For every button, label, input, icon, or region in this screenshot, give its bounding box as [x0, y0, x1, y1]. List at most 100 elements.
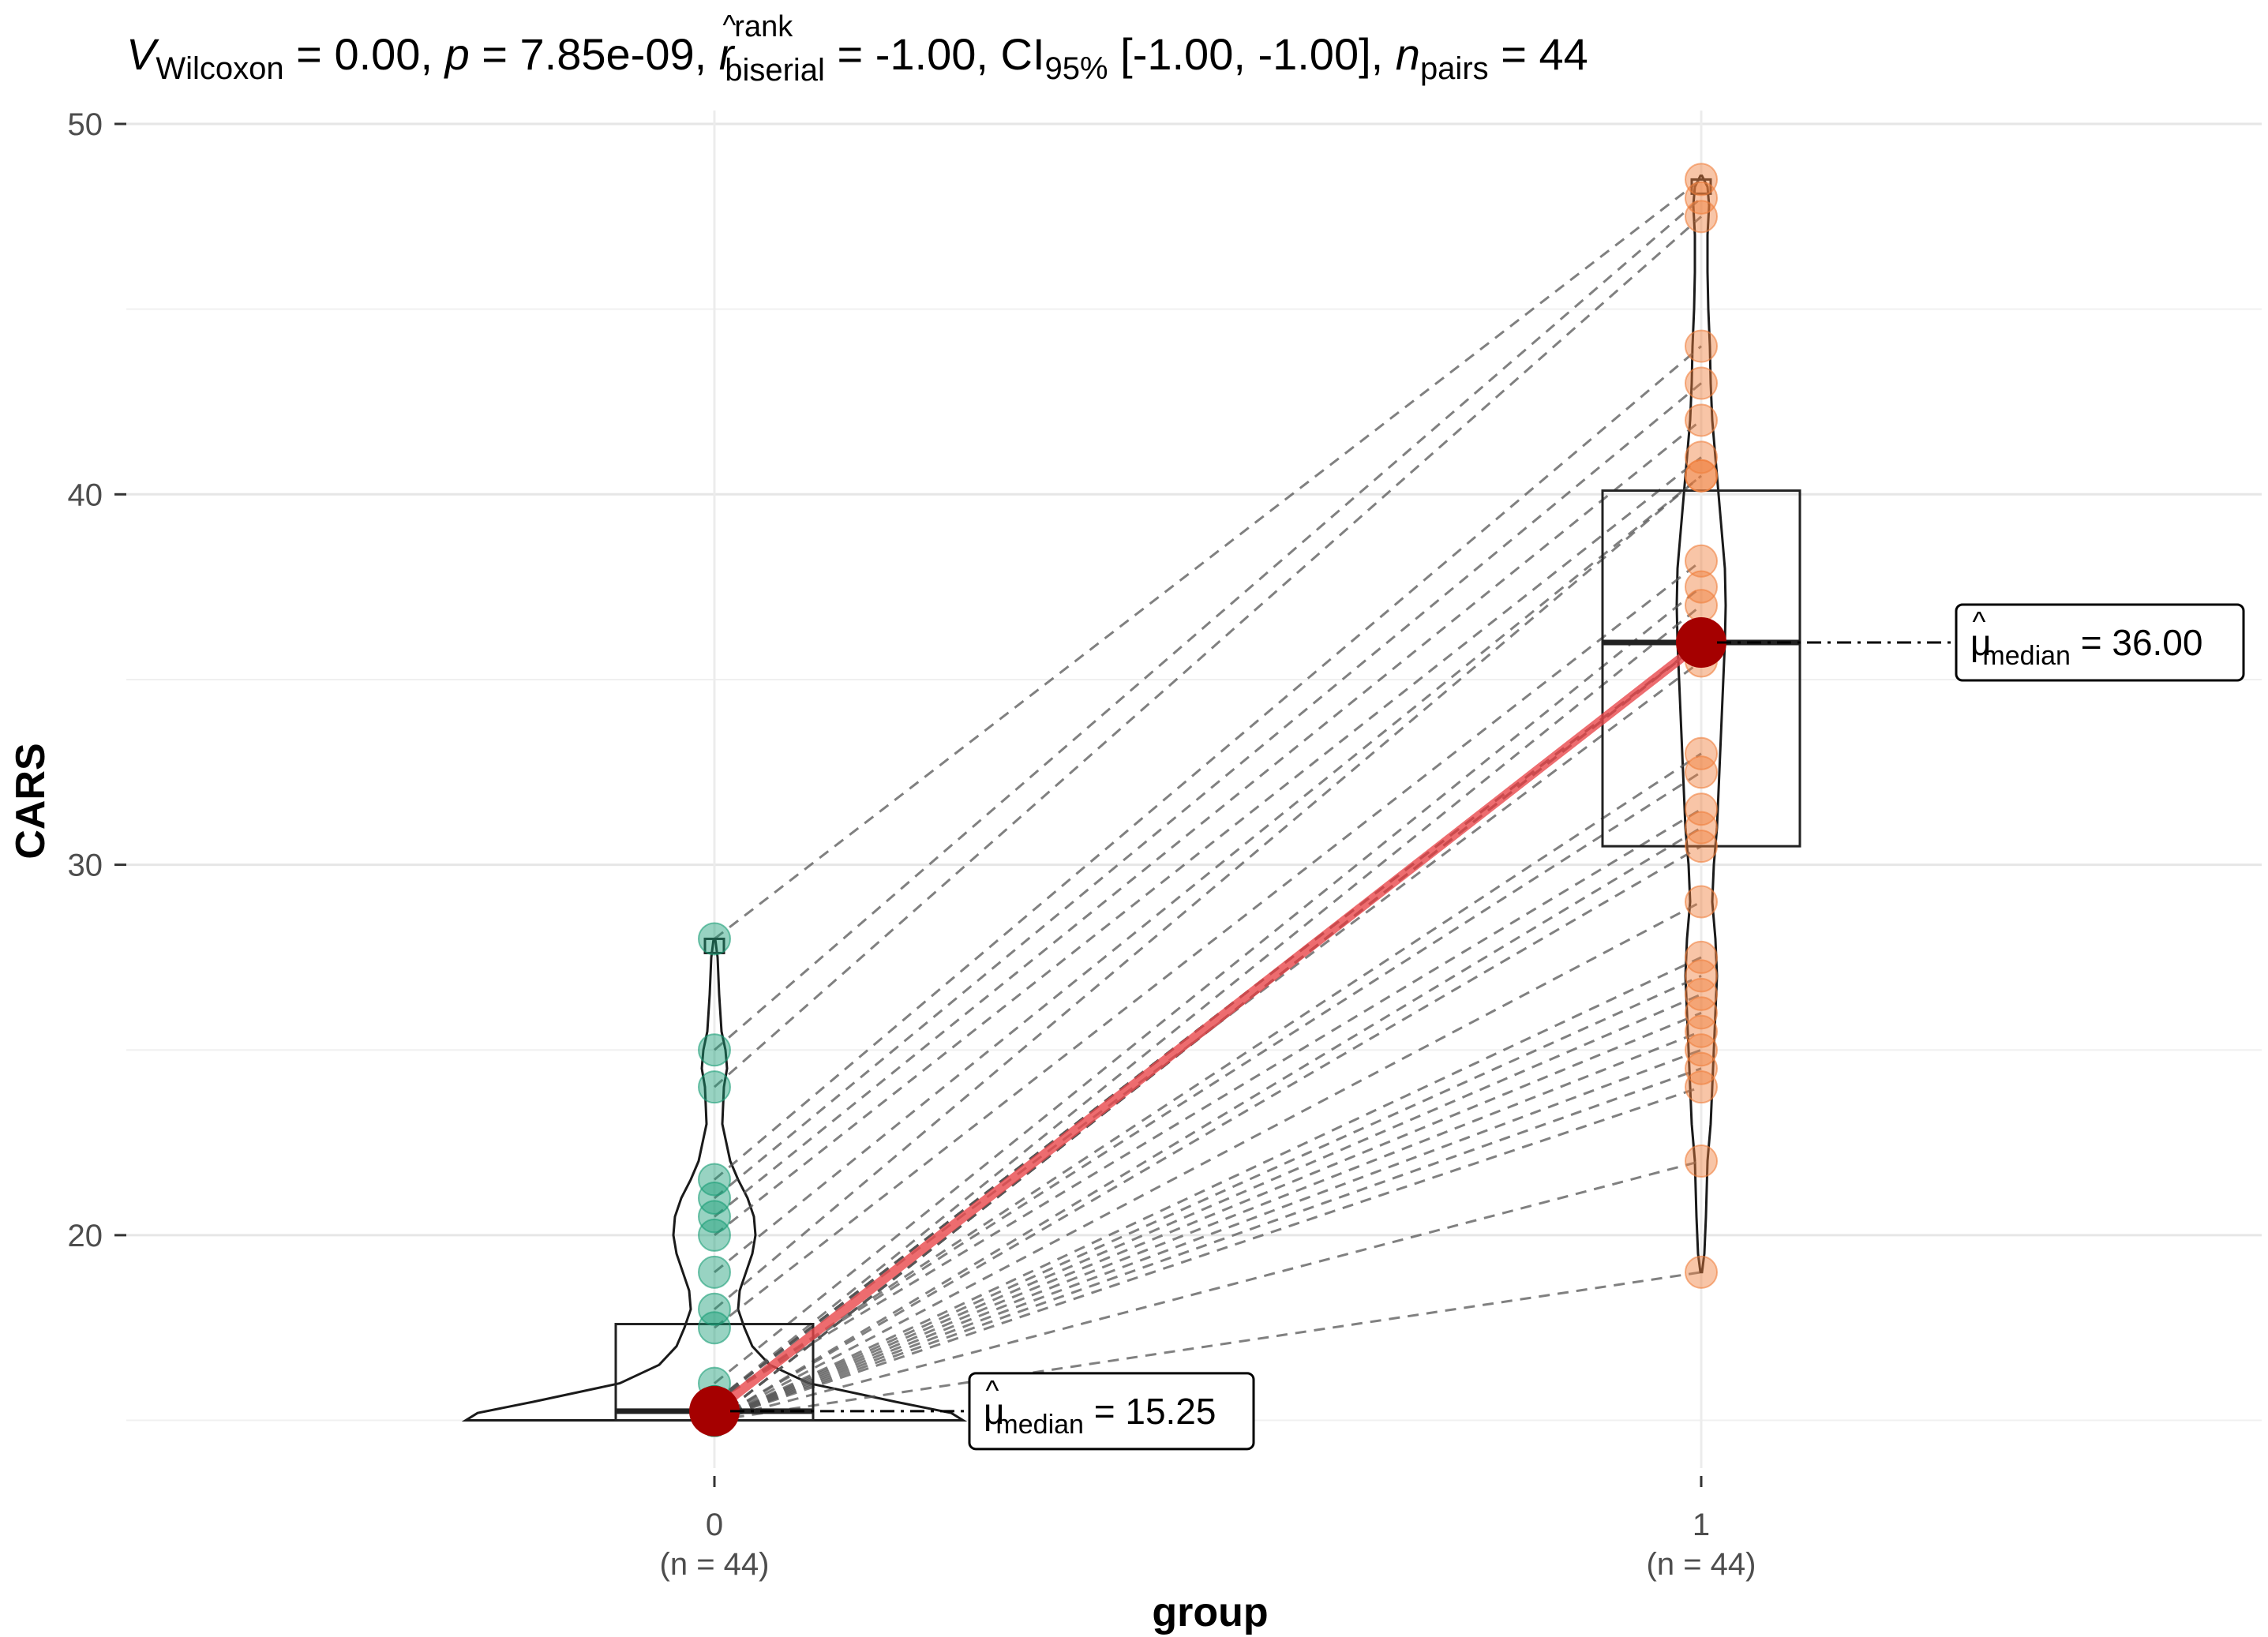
subtitle-r-sup: rank [734, 10, 793, 43]
pair-line [714, 604, 1702, 1403]
median-point [1676, 617, 1726, 669]
grid [126, 111, 2262, 1468]
data-point [1685, 181, 1718, 215]
pair-line [714, 419, 1702, 1218]
subtitle-v-val: = 0.00, [284, 29, 445, 79]
x-axis-title: group [1152, 1590, 1268, 1635]
data-point [1685, 830, 1718, 863]
data-points [698, 163, 1718, 1437]
data-point [698, 1218, 731, 1252]
subtitle-ci-sub: 95% [1045, 51, 1108, 86]
pair-line [714, 456, 1702, 1237]
pair-line [714, 1067, 1702, 1422]
data-point [698, 1311, 731, 1345]
y-tick-label: 40 [68, 478, 103, 512]
data-point [1685, 811, 1718, 845]
median-label-text: μ^ median = 36.00 [1970, 605, 2202, 671]
subtitle-n: n [1396, 29, 1420, 79]
pair-line [714, 178, 1702, 940]
data-point [1685, 589, 1718, 623]
data-point [1685, 996, 1718, 1030]
pair-line [714, 586, 1702, 1384]
data-point [1685, 885, 1718, 919]
y-tick-label: 50 [68, 107, 103, 142]
median-connector [689, 617, 1726, 1437]
pair-line [714, 807, 1702, 1403]
subtitle-r-val: = -1.00, CI [825, 29, 1045, 79]
violins [461, 174, 1727, 1422]
subtitle-v-sub: Wilcoxon [156, 51, 283, 86]
median-label-box [1955, 603, 2245, 682]
data-point [1685, 1051, 1718, 1085]
pair-line [714, 560, 1702, 1329]
pair-line [714, 993, 1702, 1422]
data-point [698, 1070, 731, 1104]
pair-line [714, 845, 1702, 1422]
x-count-label: (n = 44) [1647, 1547, 1756, 1582]
data-point [698, 1200, 731, 1234]
subtitle-r-hat: ^ [722, 9, 736, 41]
boxplot-whisker-cap [703, 937, 725, 954]
data-point [1685, 755, 1718, 789]
data-point [1685, 544, 1718, 578]
pair-line [714, 901, 1702, 1422]
data-point [698, 1163, 731, 1197]
data-point [1685, 736, 1718, 770]
median-point [689, 1385, 740, 1437]
data-point [1685, 792, 1718, 826]
pair-line [714, 197, 1702, 1051]
data-point [1685, 1255, 1718, 1289]
subtitle-n-sub: pairs [1420, 51, 1489, 86]
pair-line [714, 1030, 1702, 1422]
pair-line [714, 975, 1702, 1422]
y-tick-label: 20 [68, 1219, 103, 1253]
subtitle-p: p [444, 29, 470, 79]
pair-line [714, 826, 1702, 1422]
data-point [1685, 366, 1718, 400]
subtitle-p-val: = 7.85e-09, [470, 29, 719, 79]
subtitle-ci-val: [-1.00, -1.00], [1108, 29, 1396, 79]
x-tick-label: 1 [1693, 1508, 1710, 1542]
pair-line [714, 1048, 1702, 1422]
y-tick-label: 30 [68, 848, 103, 883]
data-point [1685, 1144, 1718, 1178]
data-point [1685, 1033, 1718, 1067]
median-label-box [968, 1372, 1255, 1451]
data-point [698, 1292, 731, 1326]
subtitle-r-sub: biserial [725, 53, 825, 88]
pair-line [714, 771, 1702, 1403]
subtitle-r: r [719, 29, 736, 79]
axes: 20 30 40 50 0 (n = 44) 1 (n = 44) [68, 107, 1756, 1582]
data-point [1685, 570, 1718, 604]
pair-line [714, 752, 1702, 1403]
x-count-label: (n = 44) [660, 1547, 770, 1582]
data-point [1685, 459, 1718, 493]
data-point [698, 1181, 731, 1215]
data-point [1685, 200, 1718, 234]
pair-line [714, 1011, 1702, 1422]
data-point [698, 1033, 731, 1067]
boxplot-whisker-cap [1690, 178, 1712, 195]
data-point [1685, 1070, 1718, 1104]
pair-line [714, 215, 1702, 1088]
boxplot-box [1601, 489, 1801, 848]
data-point [1685, 959, 1718, 993]
x-tick-label: 0 [706, 1508, 723, 1542]
y-axis-title: CARS [8, 743, 54, 859]
pair-line [714, 474, 1702, 1310]
pair-line [714, 474, 1702, 1273]
median-line [711, 639, 1704, 1415]
data-point [1685, 977, 1718, 1011]
data-point [1685, 403, 1718, 437]
subtitle-v: V [126, 29, 159, 79]
data-point [1685, 329, 1718, 363]
data-point [1685, 940, 1718, 974]
data-point [698, 922, 731, 956]
median-labels: μ^ median = 15.25 μ^ median = 36.00 [730, 603, 2245, 1451]
median-label-text: μ^ median = 15.25 [984, 1374, 1216, 1440]
violin-group-1 [1675, 174, 1727, 1274]
subtitle-n-val: = 44 [1489, 29, 1588, 79]
data-point [1685, 1014, 1718, 1048]
pair-line [714, 1271, 1702, 1422]
